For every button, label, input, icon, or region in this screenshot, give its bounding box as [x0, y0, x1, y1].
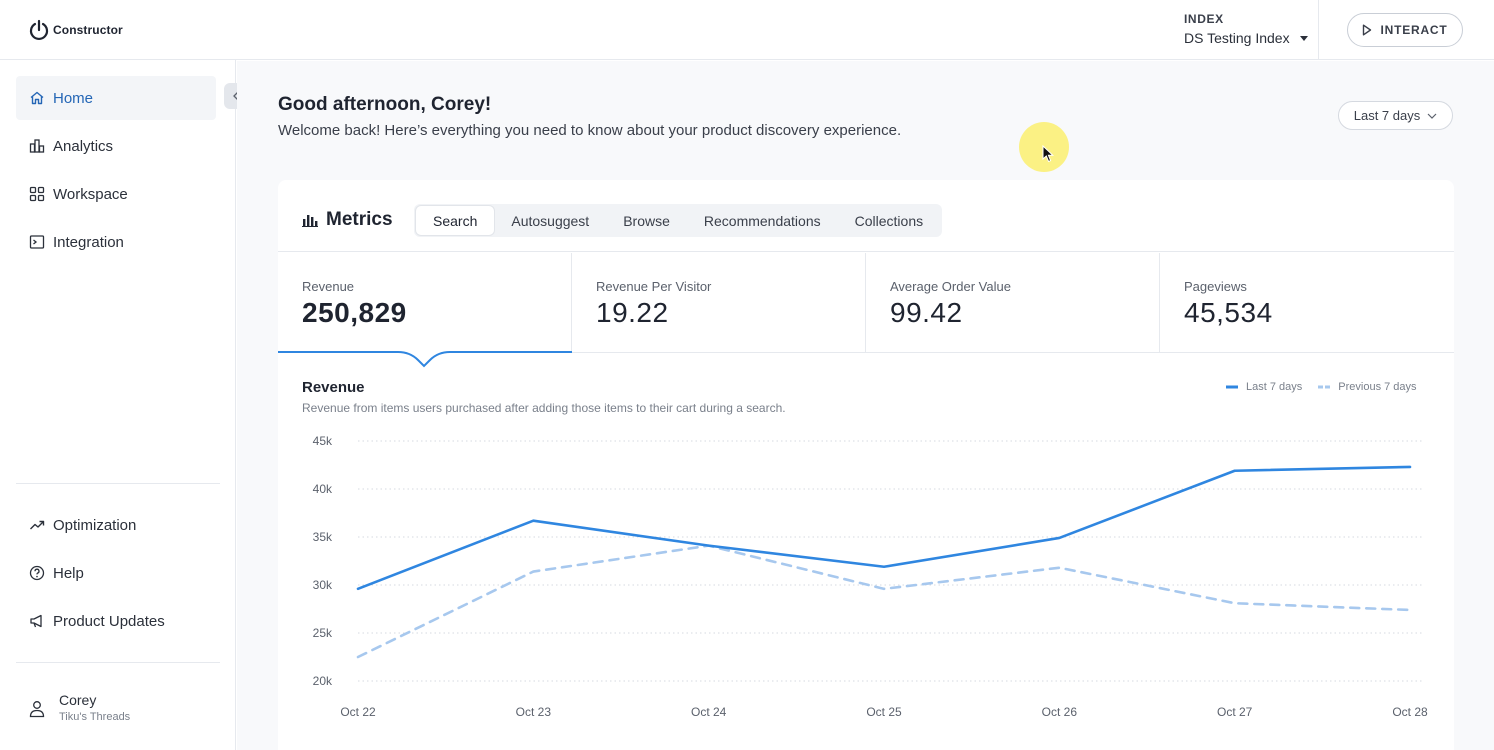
stat-revenue[interactable]: Revenue 250,829: [278, 253, 572, 368]
stat-label: Average Order Value: [890, 279, 1011, 294]
sidebar: Home Analytics Workspace Integration Opt…: [0, 60, 236, 750]
y-tick-label: 35k: [313, 530, 333, 544]
help-icon: [29, 565, 45, 581]
tab-recommendations[interactable]: Recommendations: [703, 212, 821, 229]
series-line-last-7-days: [356, 465, 1412, 591]
x-tick-label: Oct 26: [1042, 705, 1078, 719]
y-tick-label: 30k: [313, 578, 333, 592]
legend-item-previous[interactable]: Previous 7 days: [1318, 381, 1417, 393]
sidebar-item-home[interactable]: Home: [16, 76, 216, 120]
metrics-title: Metrics: [302, 209, 393, 231]
legend-swatch-dashed: [1318, 385, 1331, 389]
stat-value: 19.22: [596, 297, 669, 328]
stat-value: 45,534: [1184, 297, 1273, 328]
sidebar-item-label: Analytics: [53, 137, 114, 155]
x-tick-label: Oct 25: [866, 705, 902, 719]
sidebar-item-label: Help: [53, 564, 84, 582]
greeting-title: Good afternoon, Corey!: [278, 94, 492, 115]
sidebar-divider: [16, 662, 220, 663]
stat-value: 99.42: [890, 297, 963, 328]
top-bar: Constructor INDEX DS Testing Index INTER…: [0, 0, 1494, 60]
sidebar-item-label: Product Updates: [53, 612, 165, 630]
y-tick-label: 40k: [313, 482, 333, 496]
play-icon: [1363, 24, 1372, 36]
logo-text: Constructor: [53, 23, 123, 37]
date-range-select[interactable]: Last 7 days: [1338, 101, 1453, 130]
chart-legend: Last 7 days Previous 7 days: [1226, 381, 1417, 393]
main-content: Good afternoon, Corey! Welcome back! Her…: [237, 61, 1494, 750]
legend-swatch-solid: [1226, 385, 1238, 389]
trending-icon: [30, 520, 45, 530]
stat-value: 250,829: [302, 297, 407, 328]
chevron-down-icon: [1427, 113, 1437, 119]
sidebar-item-integration[interactable]: Integration: [16, 220, 216, 264]
revenue-line-chart: 45k 40k 35k 30k 25k 20k Oct 22 Oct 23 Oct 24 Oct …: [313, 434, 1428, 719]
tab-collections[interactable]: Collections: [854, 212, 924, 229]
sidebar-item-analytics[interactable]: Analytics: [16, 124, 216, 168]
interact-label: INTERACT: [1380, 23, 1448, 37]
sidebar-item-optimization[interactable]: Optimization: [16, 503, 216, 547]
stat-label: Revenue Per Visitor: [596, 279, 712, 294]
megaphone-icon: [30, 614, 42, 628]
chart-subtitle: Revenue from items users purchased after…: [302, 401, 786, 415]
y-tick-label: 20k: [313, 674, 333, 688]
user-icon: [29, 701, 45, 718]
chart-title: Revenue: [302, 379, 365, 396]
legend-label: Previous 7 days: [1338, 381, 1417, 393]
sidebar-item-help[interactable]: Help: [16, 551, 216, 595]
sidebar-item-label: Home: [53, 89, 94, 107]
stat-revenue-per-visitor[interactable]: Revenue Per Visitor 19.22: [572, 253, 866, 353]
legend-label: Last 7 days: [1246, 381, 1303, 393]
divider: [1318, 0, 1319, 60]
logo[interactable]: Constructor: [29, 19, 123, 41]
x-tick-label: Oct 28: [1392, 705, 1428, 719]
stat-pageviews[interactable]: Pageviews 45,534: [1160, 253, 1454, 353]
index-value: DS Testing Index: [1184, 30, 1290, 46]
stats-row: Revenue 250,829 Revenue Per Visitor 19.2…: [278, 253, 1454, 368]
user-profile[interactable]: Corey Tiku's Threads: [29, 692, 130, 723]
index-selector[interactable]: INDEX DS Testing Index: [1184, 12, 1308, 46]
metrics-card: Metrics Search Autosuggest Browse Recomm…: [278, 180, 1454, 750]
x-tick-label: Oct 23: [516, 705, 552, 719]
sidebar-item-label: Integration: [53, 233, 124, 251]
active-stat-indicator: [278, 351, 572, 368]
x-tick-label: Oct 27: [1217, 705, 1253, 719]
y-tick-label: 25k: [313, 626, 333, 640]
home-icon: [30, 91, 44, 105]
chevron-left-icon: [233, 92, 238, 100]
tab-autosuggest[interactable]: Autosuggest: [511, 212, 590, 229]
tab-search[interactable]: Search: [416, 206, 495, 235]
metrics-header: Metrics Search Autosuggest Browse Recomm…: [278, 180, 1454, 252]
x-tick-label: Oct 22: [340, 705, 376, 719]
sidebar-item-label: Workspace: [53, 185, 128, 203]
stat-average-order-value[interactable]: Average Order Value 99.42: [866, 253, 1160, 353]
tab-browse[interactable]: Browse: [623, 212, 670, 229]
workspace-icon: [29, 186, 45, 202]
stat-label: Revenue: [302, 279, 355, 294]
y-tick-label: 45k: [313, 434, 333, 448]
series-line-previous-7-days: [356, 544, 1412, 659]
x-tick-label: Oct 24: [691, 705, 727, 719]
interact-button[interactable]: INTERACT: [1347, 13, 1463, 47]
sidebar-divider: [16, 483, 220, 484]
metrics-title-label: Metrics: [326, 209, 393, 230]
integration-icon: [29, 235, 45, 249]
caret-down-icon: [1299, 35, 1308, 41]
power-logo-icon: [29, 19, 49, 41]
analytics-icon: [29, 139, 45, 153]
user-name: Corey: [59, 692, 97, 708]
legend-item-last[interactable]: Last 7 days: [1226, 381, 1302, 393]
sidebar-item-product-updates[interactable]: Product Updates: [16, 599, 216, 643]
sidebar-item-workspace[interactable]: Workspace: [16, 172, 216, 216]
welcome-text: Welcome back! Here’s everything you need…: [278, 122, 902, 139]
date-range-value: Last 7 days: [1353, 108, 1421, 123]
mouse-cursor-icon: [1042, 145, 1054, 163]
sidebar-item-label: Optimization: [53, 516, 137, 534]
user-org: Tiku's Threads: [59, 711, 131, 723]
metric-tabs: Search Autosuggest Browse Recommendation…: [414, 204, 943, 237]
bar-chart-icon: [302, 215, 318, 227]
index-label: INDEX: [1184, 12, 1224, 26]
stat-label: Pageviews: [1184, 279, 1247, 294]
